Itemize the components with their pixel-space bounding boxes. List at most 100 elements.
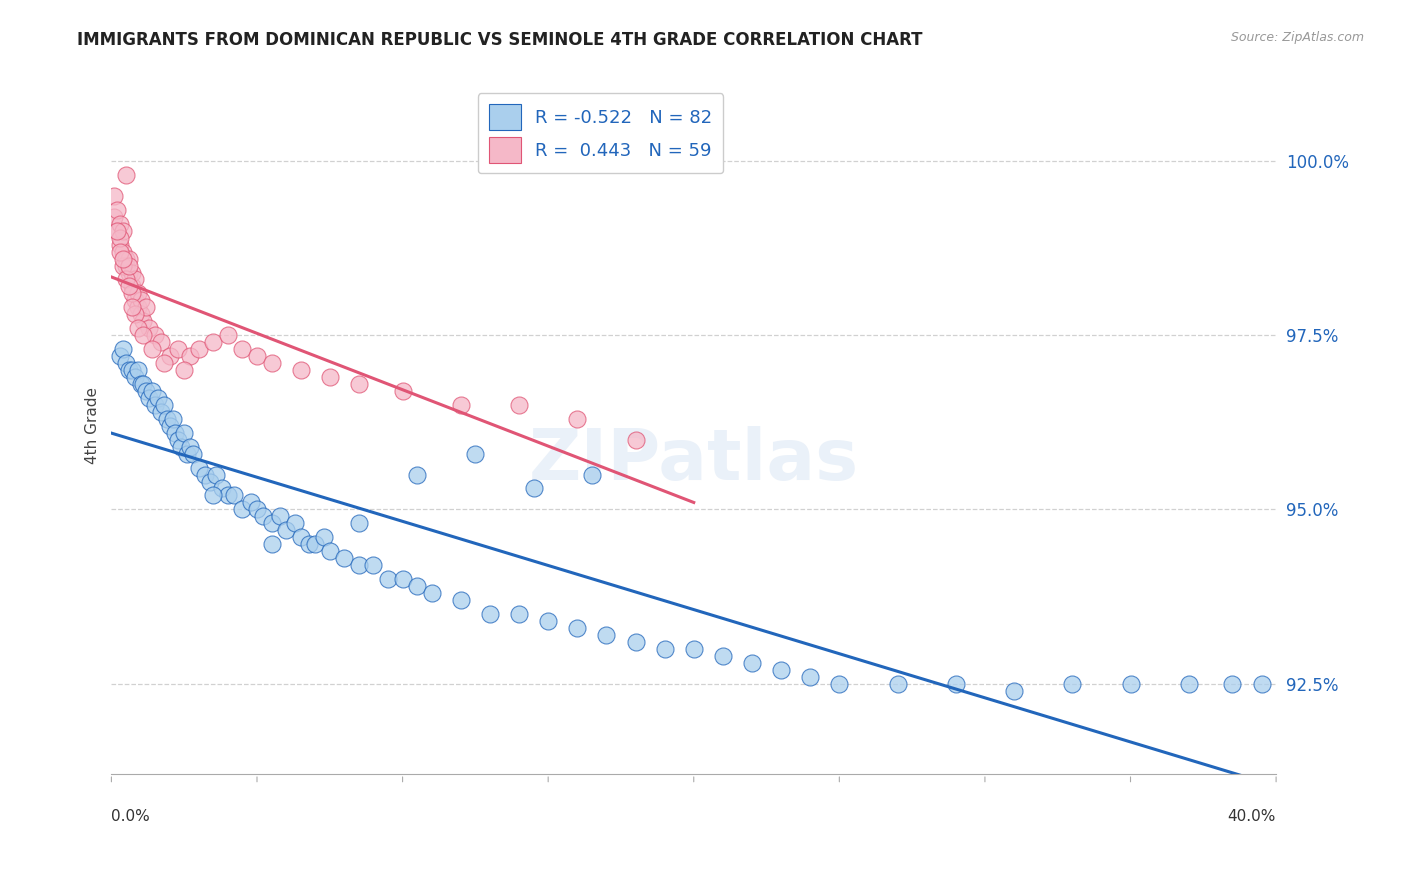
Point bbox=[170, 440, 193, 454]
Point bbox=[103, 210, 125, 224]
Point bbox=[537, 614, 560, 628]
Point bbox=[231, 502, 253, 516]
Point bbox=[217, 328, 239, 343]
Point bbox=[260, 356, 283, 370]
Point bbox=[391, 384, 413, 398]
Point bbox=[129, 293, 152, 308]
Point bbox=[202, 335, 225, 350]
Point bbox=[260, 537, 283, 551]
Point bbox=[141, 384, 163, 398]
Point bbox=[118, 266, 141, 280]
Point bbox=[108, 217, 131, 231]
Point bbox=[149, 405, 172, 419]
Point bbox=[108, 244, 131, 259]
Text: IMMIGRANTS FROM DOMINICAN REPUBLIC VS SEMINOLE 4TH GRADE CORRELATION CHART: IMMIGRANTS FROM DOMINICAN REPUBLIC VS SE… bbox=[77, 31, 922, 49]
Point bbox=[347, 376, 370, 391]
Point bbox=[115, 272, 138, 286]
Point bbox=[187, 460, 209, 475]
Point bbox=[118, 363, 141, 377]
Point bbox=[246, 502, 269, 516]
Point bbox=[159, 349, 181, 363]
Point bbox=[138, 391, 160, 405]
Point bbox=[121, 363, 143, 377]
Point bbox=[581, 467, 603, 482]
Point bbox=[420, 586, 443, 600]
Point bbox=[112, 259, 135, 273]
Point bbox=[159, 418, 181, 433]
Text: Source: ZipAtlas.com: Source: ZipAtlas.com bbox=[1230, 31, 1364, 45]
Point bbox=[135, 301, 157, 315]
Point bbox=[124, 307, 146, 321]
Point bbox=[508, 607, 530, 621]
Point bbox=[624, 634, 647, 648]
Point bbox=[124, 272, 146, 286]
Point bbox=[1250, 676, 1272, 690]
Point bbox=[391, 572, 413, 586]
Point bbox=[347, 558, 370, 573]
Point bbox=[304, 537, 326, 551]
Point bbox=[118, 252, 141, 266]
Point bbox=[138, 321, 160, 335]
Point bbox=[205, 467, 228, 482]
Point bbox=[173, 425, 195, 440]
Point bbox=[127, 301, 149, 315]
Point bbox=[770, 663, 793, 677]
Point bbox=[290, 530, 312, 544]
Point bbox=[1062, 676, 1084, 690]
Point bbox=[121, 266, 143, 280]
Point bbox=[108, 237, 131, 252]
Point bbox=[450, 593, 472, 607]
Point bbox=[595, 628, 617, 642]
Point bbox=[153, 398, 176, 412]
Point bbox=[508, 398, 530, 412]
Point bbox=[260, 516, 283, 531]
Point bbox=[153, 356, 176, 370]
Point bbox=[624, 433, 647, 447]
Point bbox=[105, 224, 128, 238]
Point bbox=[118, 259, 141, 273]
Point bbox=[284, 516, 307, 531]
Point bbox=[115, 168, 138, 182]
Point bbox=[406, 579, 429, 593]
Point bbox=[290, 363, 312, 377]
Point bbox=[115, 252, 138, 266]
Point bbox=[121, 301, 143, 315]
Point bbox=[132, 314, 155, 328]
Point bbox=[127, 363, 149, 377]
Point bbox=[146, 391, 169, 405]
Point bbox=[246, 349, 269, 363]
Point bbox=[741, 656, 763, 670]
Point bbox=[112, 224, 135, 238]
Point bbox=[799, 670, 821, 684]
Point bbox=[252, 509, 274, 524]
Point bbox=[118, 279, 141, 293]
Point bbox=[129, 307, 152, 321]
Point bbox=[105, 202, 128, 217]
Point bbox=[127, 321, 149, 335]
Point bbox=[406, 467, 429, 482]
Point bbox=[231, 342, 253, 356]
Point bbox=[211, 482, 233, 496]
Point bbox=[129, 376, 152, 391]
Point bbox=[162, 412, 184, 426]
Point bbox=[156, 412, 179, 426]
Point bbox=[112, 244, 135, 259]
Point bbox=[135, 384, 157, 398]
Text: 0.0%: 0.0% bbox=[111, 809, 150, 824]
Point bbox=[179, 440, 201, 454]
Point bbox=[124, 370, 146, 384]
Point bbox=[682, 641, 704, 656]
Point bbox=[333, 551, 356, 566]
Point bbox=[127, 286, 149, 301]
Point bbox=[711, 648, 734, 663]
Point bbox=[274, 523, 297, 537]
Point bbox=[1002, 683, 1025, 698]
Text: ZIPatlas: ZIPatlas bbox=[529, 426, 859, 495]
Point bbox=[945, 676, 967, 690]
Point bbox=[132, 328, 155, 343]
Point bbox=[200, 475, 222, 489]
Point bbox=[143, 398, 166, 412]
Point bbox=[141, 342, 163, 356]
Point bbox=[240, 495, 263, 509]
Point bbox=[567, 412, 589, 426]
